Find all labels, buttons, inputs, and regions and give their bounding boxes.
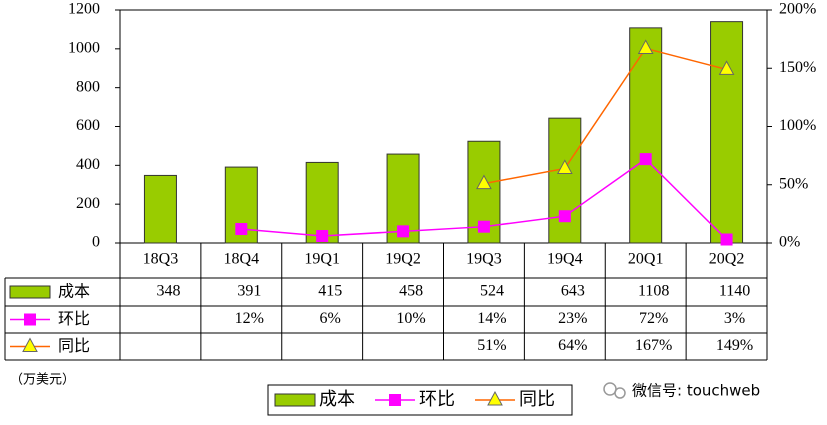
y-tick-label: 400 (76, 156, 100, 173)
line-marker (316, 230, 329, 243)
line-marker (477, 220, 490, 233)
x-tick-label: 19Q3 (466, 251, 502, 268)
line-marker (639, 153, 652, 166)
bar (629, 27, 663, 244)
x-tick-label: 19Q4 (547, 251, 583, 268)
plot-frame (119, 9, 768, 244)
legend-label: 环比 (419, 389, 455, 410)
line-marker (556, 159, 573, 174)
table-value: 10% (396, 310, 425, 327)
table-value: 6% (320, 310, 341, 327)
x-tick-label: 20Q1 (628, 251, 664, 268)
line-marker (24, 313, 36, 326)
x-tick-label: 19Q1 (304, 251, 340, 268)
line-marker (22, 337, 38, 352)
x-tick-label: 18Q3 (143, 251, 179, 268)
legend-box (267, 384, 573, 416)
table-value: 524 (480, 283, 504, 300)
table-value: 3% (724, 310, 745, 327)
legend-label: 同比 (519, 389, 555, 410)
x-tick-label: 18Q4 (224, 251, 260, 268)
y2-tick-label: 200% (779, 1, 816, 18)
table-value: 64% (558, 337, 587, 354)
y-tick-label: 800 (76, 78, 100, 95)
y-tick-label: 200 (76, 195, 100, 212)
line-marker (558, 210, 571, 223)
watermark-icon (603, 382, 626, 399)
table-value: 415 (318, 283, 342, 300)
bar (305, 161, 339, 244)
line-marker (476, 174, 492, 190)
y-tick-label: 1200 (68, 1, 100, 18)
table-legend-label: 成本 (58, 282, 90, 301)
line-marker (235, 223, 248, 236)
line-marker (487, 390, 503, 406)
y-tick-label: 600 (76, 117, 100, 134)
line-marker (718, 60, 735, 75)
table-value: 1140 (719, 283, 750, 300)
line-marker (397, 225, 410, 238)
table-value: 23% (558, 310, 587, 327)
table-legend-label: 环比 (58, 309, 90, 328)
bar (548, 117, 582, 244)
table-value: 167% (635, 337, 672, 354)
y-tick-label: 0 (92, 234, 100, 251)
table-value: 14% (477, 310, 506, 327)
bar (710, 21, 744, 244)
line (483, 47, 727, 185)
table-value: 643 (561, 283, 585, 300)
y2-tick-label: 50% (779, 175, 808, 192)
table-legend-label: 同比 (58, 336, 90, 355)
table-value: 458 (399, 283, 423, 300)
line-marker (389, 394, 401, 406)
legend-key (274, 393, 316, 407)
y2-tick-label: 100% (779, 117, 816, 134)
bar (143, 174, 177, 244)
legend-label: 成本 (319, 389, 355, 410)
table-value: 391 (237, 283, 261, 300)
line-marker (637, 39, 654, 54)
unit-label: （万美元） (10, 373, 75, 388)
table-value: 12% (235, 310, 264, 327)
table-value: 1108 (638, 283, 669, 300)
table-value: 51% (477, 337, 506, 354)
y2-tick-label: 150% (779, 59, 816, 76)
table-legend-key (9, 285, 51, 299)
watermark: 微信号: touchweb (632, 382, 760, 400)
x-tick-label: 19Q2 (385, 251, 421, 268)
table-value: 149% (716, 337, 753, 354)
x-tick-label: 20Q2 (709, 251, 745, 268)
y2-tick-label: 0% (779, 234, 800, 251)
table-value: 348 (156, 283, 180, 300)
y-tick-label: 1000 (68, 40, 100, 57)
table-value: 72% (639, 310, 668, 327)
line-marker (720, 233, 733, 246)
